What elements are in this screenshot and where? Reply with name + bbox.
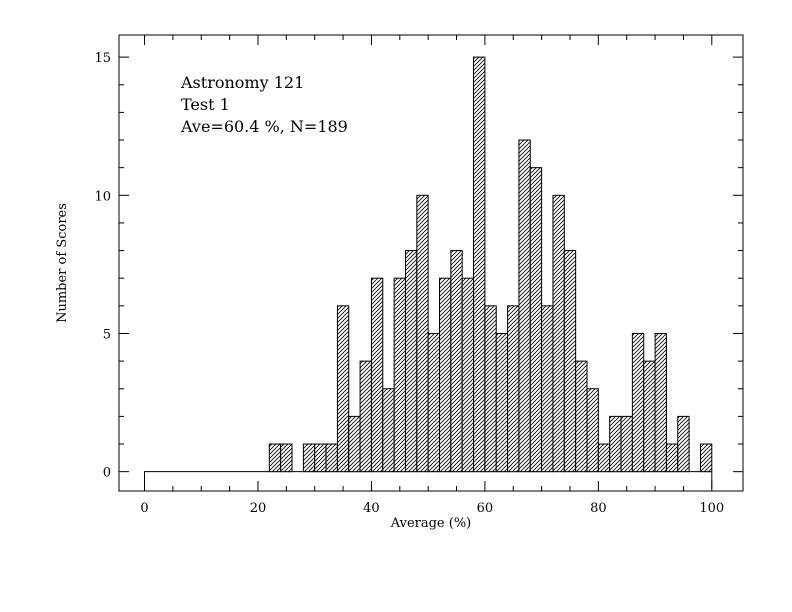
histogram-bar [302, 443, 316, 473]
x-tick-label: 60 [477, 501, 494, 516]
histogram-baseline [144, 471, 713, 489]
histogram-bar [404, 250, 418, 473]
histogram-bar [597, 443, 611, 473]
y-tick-label: 0 [103, 466, 111, 481]
annotation-line-2: Test 1 [181, 95, 230, 114]
plot-frame [118, 34, 744, 492]
x-tick-label: 0 [140, 501, 148, 516]
histogram-bar [359, 360, 372, 473]
histogram-bar [575, 360, 588, 473]
histogram-bar [439, 277, 452, 473]
histogram-bar [427, 332, 441, 473]
histogram-bar [563, 250, 577, 473]
annotation-line-1: Astronomy 121 [180, 73, 304, 92]
axis-ticks [119, 35, 743, 491]
histogram-bar [541, 305, 554, 473]
histogram-bar [507, 305, 520, 473]
histogram-bar [529, 167, 543, 473]
histogram-bar [280, 443, 293, 473]
histogram-bar [677, 415, 690, 473]
histogram-bar [654, 332, 667, 473]
histogram-bar [484, 305, 497, 473]
histogram-bar [382, 388, 395, 473]
histogram-bar [325, 443, 338, 473]
histogram-bar [609, 415, 622, 473]
y-tick-label: 10 [94, 189, 111, 204]
histogram-bar [450, 250, 463, 473]
y-tick-label: 5 [103, 327, 111, 342]
y-tick-label: 15 [94, 51, 111, 66]
histogram-bar [699, 443, 713, 473]
histogram-bar [665, 443, 679, 473]
histogram-bar [348, 415, 361, 473]
annotation-line-3: Ave=60.4 %, N=189 [180, 117, 348, 136]
histogram-bar [473, 56, 486, 473]
x-tick-label: 80 [590, 501, 607, 516]
axis-tick-labels: 0 20 40 60 80 100 0 5 10 15 [94, 51, 724, 516]
histogram-bar [643, 360, 656, 473]
x-tick-label: 20 [250, 501, 267, 516]
y-axis-title: Number of Scores [55, 203, 70, 323]
histogram-bar [416, 194, 429, 473]
histogram-bar [620, 415, 633, 473]
x-tick-label: 100 [699, 501, 724, 516]
histogram-bar [370, 277, 384, 473]
histogram-bar [495, 332, 509, 473]
histogram-bar [586, 388, 599, 473]
x-tick-label: 40 [363, 501, 380, 516]
histogram-bar [518, 139, 531, 473]
histogram-bar [461, 277, 475, 473]
histogram-bar [268, 443, 282, 473]
histogram-bar [631, 332, 645, 473]
histogram-bar [314, 443, 327, 473]
histogram-bar [336, 305, 350, 473]
histogram-bar [393, 277, 406, 473]
histogram-bars [144, 56, 713, 489]
x-axis-title: Average (%) [390, 516, 472, 531]
histogram-bar [552, 194, 565, 473]
